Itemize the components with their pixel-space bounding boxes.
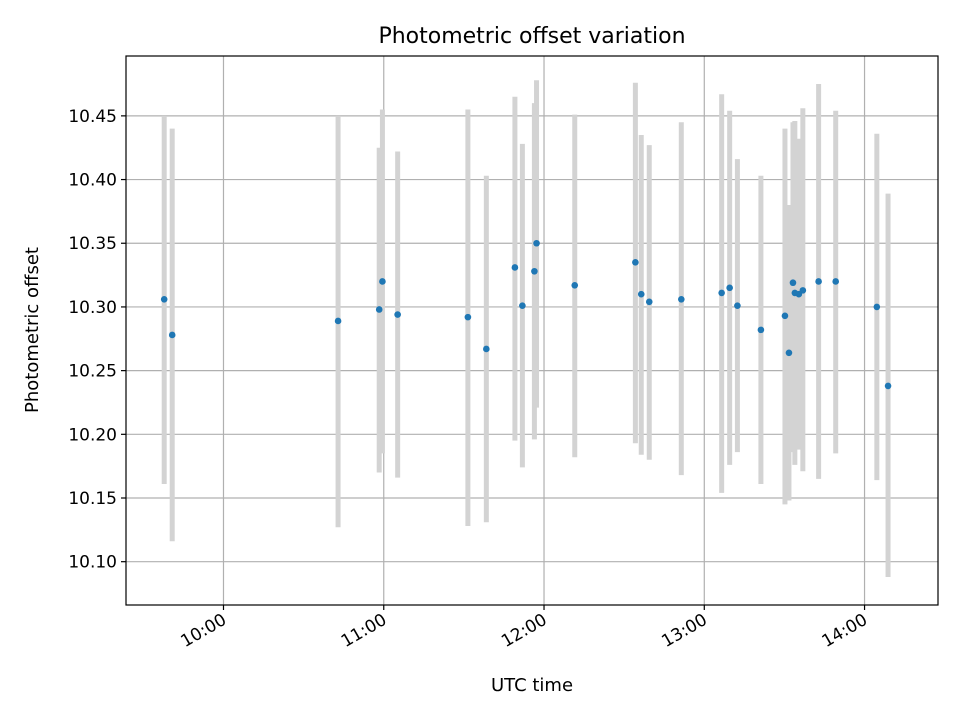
plot-frame bbox=[125, 55, 939, 606]
data-point bbox=[799, 287, 807, 294]
chart-title: Photometric offset variation bbox=[378, 24, 685, 49]
data-point bbox=[160, 295, 168, 303]
data-point bbox=[757, 326, 765, 334]
y-tick-label: 10.40 bbox=[68, 171, 117, 191]
y-axis-label: Photometric offset bbox=[22, 247, 43, 413]
data-point bbox=[781, 312, 789, 320]
y-tick-label: 10.20 bbox=[68, 425, 117, 445]
data-point bbox=[884, 382, 892, 390]
data-point bbox=[632, 259, 639, 266]
data-point bbox=[789, 279, 797, 287]
x-tick-label: 10:00 bbox=[178, 610, 230, 652]
data-point bbox=[394, 311, 401, 318]
y-tick-label: 10.15 bbox=[68, 489, 117, 509]
y-tick-label: 10.35 bbox=[68, 234, 117, 254]
data-point bbox=[168, 331, 176, 339]
x-tick-label: 14:00 bbox=[819, 610, 871, 652]
data-point bbox=[832, 278, 839, 285]
data-point bbox=[637, 290, 645, 298]
data-point bbox=[785, 349, 793, 357]
x-tick-label: 11:00 bbox=[338, 610, 390, 652]
data-point bbox=[678, 295, 685, 303]
data-point bbox=[483, 345, 490, 353]
data-point bbox=[464, 313, 472, 321]
data-point bbox=[533, 239, 540, 247]
data-point bbox=[519, 302, 526, 309]
data-point bbox=[726, 284, 733, 292]
data-point bbox=[375, 306, 383, 313]
data-point bbox=[334, 317, 342, 325]
data-point bbox=[734, 302, 741, 309]
x-axis-label: UTC time bbox=[491, 675, 573, 696]
data-point bbox=[815, 278, 822, 285]
data-point bbox=[571, 281, 579, 289]
data-point bbox=[645, 298, 653, 306]
y-tick-label: 10.30 bbox=[68, 298, 117, 318]
data-point bbox=[511, 264, 519, 271]
data-point bbox=[718, 289, 725, 297]
y-tick-label: 10.25 bbox=[68, 362, 117, 382]
point-layer bbox=[160, 239, 892, 390]
errorbar-layer bbox=[161, 80, 891, 577]
y-tick-label: 10.10 bbox=[68, 553, 117, 573]
data-point bbox=[873, 303, 881, 311]
x-tick-label: 13:00 bbox=[658, 610, 710, 652]
data-point bbox=[379, 278, 386, 285]
y-tick-label: 10.45 bbox=[68, 107, 117, 127]
x-tick-label: 12:00 bbox=[498, 610, 550, 652]
data-point bbox=[531, 267, 538, 275]
